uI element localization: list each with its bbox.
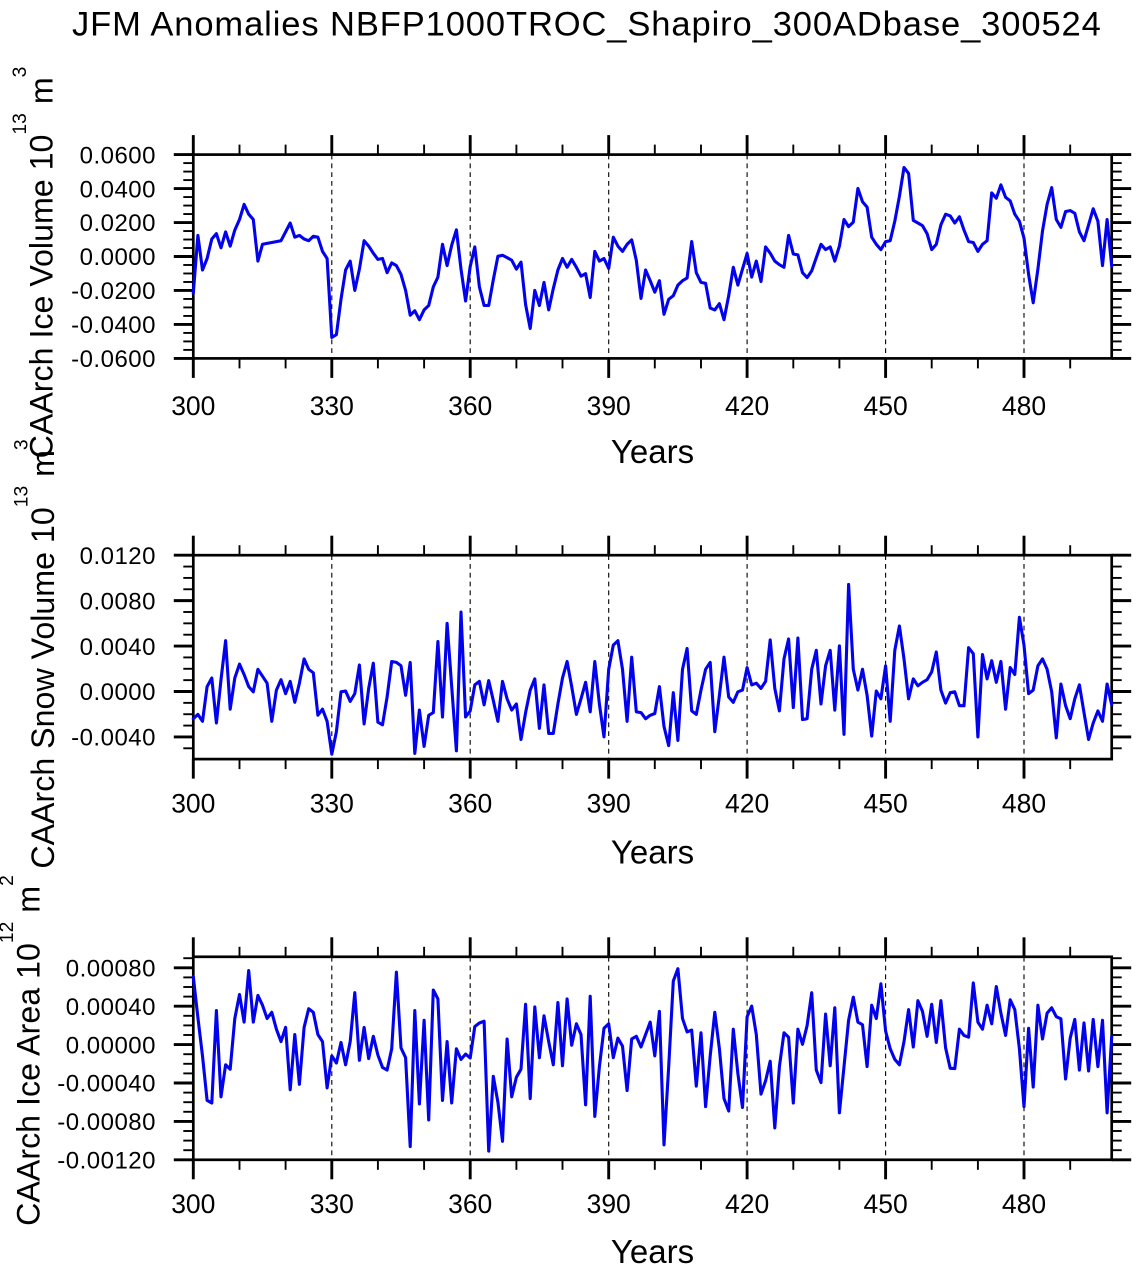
svg-text:0.00040: 0.00040 — [66, 994, 156, 1021]
svg-text:420: 420 — [725, 1189, 769, 1219]
svg-text:-0.00120: -0.00120 — [57, 1148, 156, 1175]
svg-text:480: 480 — [1002, 1189, 1046, 1219]
svg-text:-0.00080: -0.00080 — [57, 1109, 156, 1136]
svg-text:Years: Years — [611, 834, 694, 871]
svg-text:-0.0200: -0.0200 — [71, 278, 156, 305]
svg-text:330: 330 — [310, 789, 354, 819]
svg-text:Years: Years — [611, 433, 694, 470]
svg-text:360: 360 — [448, 391, 492, 421]
svg-text:0.00080: 0.00080 — [66, 956, 156, 983]
svg-text:330: 330 — [310, 391, 354, 421]
svg-text:450: 450 — [863, 391, 907, 421]
svg-text:JFM Anomalies NBFP1000TROC_Sha: JFM Anomalies NBFP1000TROC_Shapiro_300AD… — [72, 6, 1102, 44]
svg-text:330: 330 — [310, 1189, 354, 1219]
svg-text:0.0200: 0.0200 — [80, 210, 156, 237]
svg-text:300: 300 — [171, 789, 215, 819]
svg-text:420: 420 — [725, 789, 769, 819]
svg-text:0.0080: 0.0080 — [80, 588, 156, 615]
svg-text:480: 480 — [1002, 391, 1046, 421]
svg-text:0.0040: 0.0040 — [80, 634, 156, 661]
svg-text:390: 390 — [587, 391, 631, 421]
svg-text:-0.0040: -0.0040 — [71, 725, 156, 752]
svg-text:360: 360 — [448, 1189, 492, 1219]
svg-text:480: 480 — [1002, 789, 1046, 819]
svg-text:450: 450 — [863, 789, 907, 819]
svg-text:390: 390 — [587, 789, 631, 819]
svg-text:360: 360 — [448, 789, 492, 819]
svg-text:0.0000: 0.0000 — [80, 679, 156, 706]
svg-text:0.0000: 0.0000 — [80, 244, 156, 271]
svg-text:420: 420 — [725, 391, 769, 421]
svg-text:-0.0600: -0.0600 — [71, 346, 156, 373]
svg-text:0.0600: 0.0600 — [80, 142, 156, 169]
svg-text:450: 450 — [863, 1189, 907, 1219]
svg-text:0.00000: 0.00000 — [66, 1032, 156, 1059]
svg-text:390: 390 — [587, 1189, 631, 1219]
svg-text:0.0120: 0.0120 — [80, 543, 156, 570]
svg-text:-0.00040: -0.00040 — [57, 1071, 156, 1098]
svg-text:300: 300 — [171, 1189, 215, 1219]
svg-text:300: 300 — [171, 391, 215, 421]
svg-text:0.0400: 0.0400 — [80, 176, 156, 203]
svg-text:-0.0400: -0.0400 — [71, 312, 156, 339]
svg-text:Years: Years — [611, 1233, 694, 1270]
